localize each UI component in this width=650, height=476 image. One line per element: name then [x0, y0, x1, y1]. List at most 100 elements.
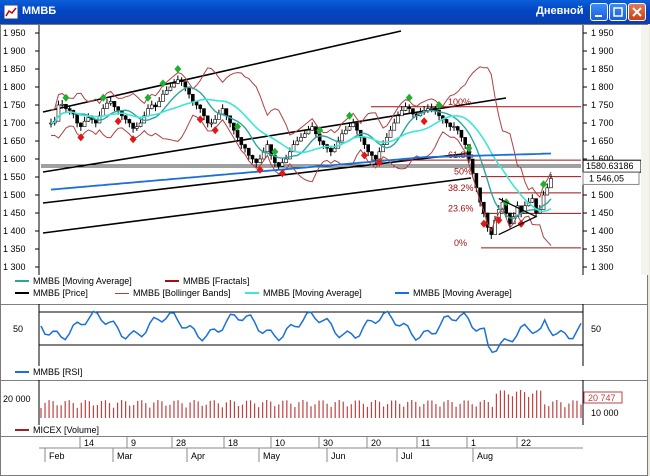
price-candle	[146, 108, 150, 117]
price-candle	[388, 129, 393, 138]
legend-volume[interactable]: MICEX [Volume]	[15, 425, 99, 435]
price-candle	[116, 106, 120, 111]
legend-label: ММВБ [Bollinger Bands]	[133, 288, 231, 298]
fractal-down-marker	[375, 158, 383, 167]
price-candle	[448, 122, 453, 127]
fractal-up-marker	[405, 93, 413, 102]
fractal-up-marker	[346, 111, 354, 120]
legend-moving-average-2[interactable]: ММВБ [Moving Average]	[245, 288, 362, 298]
fib-level-label: 61.8%	[448, 150, 474, 160]
bollinger-upper-line	[50, 66, 552, 199]
fib-level-label: 100%	[448, 97, 471, 107]
price-candle	[243, 144, 247, 149]
price-candle	[541, 194, 546, 210]
y-tick-label: 1 350	[3, 244, 26, 254]
y-tick-label: 1 800	[3, 82, 26, 92]
price-candle	[377, 151, 382, 160]
price-pane-scrollbar[interactable]	[641, 25, 649, 275]
price-candle	[433, 107, 438, 111]
fractal-up-marker	[159, 79, 167, 88]
price-candle	[455, 126, 460, 131]
y-tick-label: 1 900	[3, 46, 26, 56]
price-candle	[217, 113, 221, 120]
maximize-button[interactable]	[609, 3, 627, 21]
price-candle	[399, 110, 404, 117]
price-chart-pane[interactable]: 1 950 1 900 1 850 1 800 1 750 1 700 1 650 1 600…	[1, 25, 647, 275]
legend-bollinger[interactable]: ММВБ [Bollinger Bands]	[115, 288, 230, 298]
price-candle	[302, 133, 307, 138]
trend-channel-line[interactable]	[42, 177, 472, 234]
price-candle	[534, 198, 538, 214]
maximize-icon	[613, 7, 623, 17]
price-candle	[381, 144, 385, 153]
price-candle	[123, 115, 128, 120]
time-day-label: 1	[471, 438, 476, 448]
minimize-button[interactable]	[590, 3, 608, 21]
legend-label: ММВБ [Price]	[33, 288, 88, 298]
rsi-pane[interactable]: 50 50	[1, 304, 647, 366]
fractal-up-marker	[540, 180, 548, 189]
fractal-down-marker	[211, 126, 219, 135]
y-tick-label-right: 1 350	[591, 244, 614, 254]
y-tick-label: 1 550	[3, 172, 26, 182]
time-day-label: 28	[176, 438, 186, 448]
price-candle	[392, 122, 397, 131]
price-candle	[284, 158, 288, 163]
legend-moving-average-3[interactable]: ММВБ [Moving Average]	[395, 288, 512, 298]
close-button[interactable]	[628, 3, 646, 21]
trend-channel-line[interactable]	[42, 152, 472, 204]
price-candle	[149, 104, 154, 109]
price-candle	[355, 122, 359, 131]
price-candle	[246, 147, 251, 156]
fractal-up-marker	[99, 93, 107, 102]
price-candle	[347, 126, 352, 131]
time-day-label: 20	[371, 438, 381, 448]
legend-rsi[interactable]: ММВБ [RSI]	[15, 367, 82, 377]
price-candle	[437, 110, 441, 117]
y-tick-label-right: 1 600	[591, 154, 614, 164]
price-candle	[306, 129, 311, 135]
fractal-up-marker	[174, 65, 182, 73]
price-candle	[411, 108, 415, 115]
price-candle	[220, 108, 225, 115]
price-candle	[254, 158, 259, 163]
price-candle	[101, 108, 106, 117]
legend-moving-average-1[interactable]: ММВБ [Moving Average]	[15, 276, 132, 286]
y-tick-label-right: 1 500	[591, 190, 614, 200]
time-day-label: 30	[323, 438, 333, 448]
price-candle	[250, 155, 255, 160]
y-tick-label-right: 1 900	[591, 46, 614, 56]
volume-pane[interactable]: 20 000 10 000 20 747	[1, 380, 647, 425]
fractal-up-marker	[144, 93, 152, 102]
legend-label: ММВБ [Moving Average]	[413, 288, 512, 298]
price-candle	[176, 79, 180, 84]
price-candle	[470, 158, 475, 174]
price-candle	[530, 198, 535, 203]
fractal-up-marker	[316, 126, 324, 135]
price-candle	[258, 158, 262, 163]
price-candle	[135, 126, 139, 129]
fractal-down-marker	[480, 219, 488, 228]
price-candle	[280, 162, 285, 167]
price-candle	[108, 101, 113, 104]
price-candle	[131, 122, 135, 129]
volume-left-tick: 20 000	[3, 394, 31, 404]
chart-window: 1 950 1 900 1 850 1 800 1 750 1 700 1 650 1 600…	[0, 24, 649, 476]
price-candle	[403, 106, 408, 111]
legend-fractals[interactable]: ММВБ [Fractals]	[165, 276, 249, 286]
y-tick-label-right: 1 850	[591, 64, 614, 74]
y-tick-label-right: 1 450	[591, 208, 614, 218]
price-candle	[86, 117, 91, 122]
price-candle	[138, 122, 143, 127]
legend-price[interactable]: ММВБ [Price]	[15, 288, 88, 298]
price-candle	[153, 104, 158, 108]
fractal-down-marker	[256, 165, 264, 174]
price-candle	[329, 147, 333, 153]
last-price-value: 1 546,05	[589, 173, 624, 183]
triangle-pattern[interactable]	[498, 198, 538, 236]
price-candle	[60, 103, 64, 106]
period-label[interactable]: Дневной	[536, 5, 584, 17]
price-candle	[373, 155, 378, 160]
time-month-label: Mar	[117, 451, 133, 461]
